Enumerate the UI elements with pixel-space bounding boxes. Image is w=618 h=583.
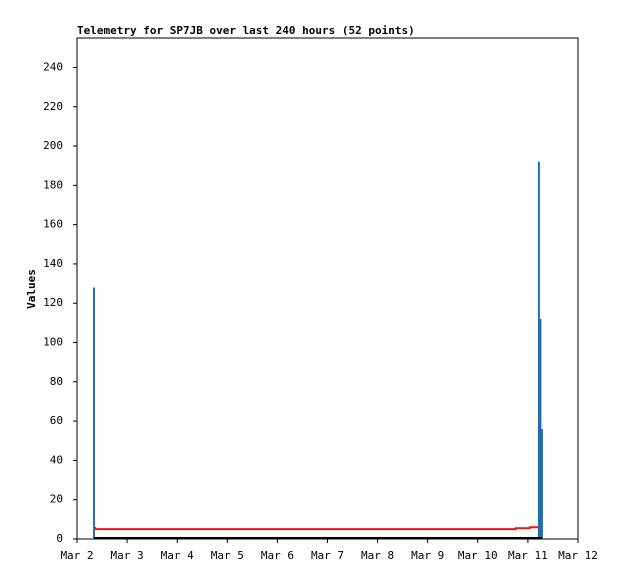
x-tick-label: Mar 10 xyxy=(458,549,498,562)
y-axis-label: Values xyxy=(25,269,38,309)
y-tick-label: 0 xyxy=(56,532,63,545)
y-tick-label: 140 xyxy=(43,257,63,270)
x-tick-label: Mar 7 xyxy=(311,549,344,562)
chart-title: Telemetry for SP7JB over last 240 hours … xyxy=(77,24,415,37)
x-tick-label: Mar 4 xyxy=(161,549,194,562)
y-tick-label: 60 xyxy=(50,414,63,427)
y-tick-label: 100 xyxy=(43,336,63,349)
x-tick-label: Mar 8 xyxy=(361,549,394,562)
y-tick-label: 200 xyxy=(43,139,63,152)
bar xyxy=(540,428,543,539)
y-tick-label: 220 xyxy=(43,100,63,113)
x-tick-label: Mar 12 xyxy=(558,549,598,562)
y-tick-label: 20 xyxy=(50,493,63,506)
y-tick-label: 120 xyxy=(43,296,63,309)
y-tick-label: 160 xyxy=(43,218,63,231)
bar xyxy=(539,318,542,539)
x-tick-label: Mar 9 xyxy=(411,549,444,562)
x-tick-label: Mar 6 xyxy=(261,549,294,562)
x-tick-label: Mar 3 xyxy=(111,549,144,562)
bar xyxy=(93,287,96,539)
x-tick-label: Mar 11 xyxy=(508,549,548,562)
y-tick-label: 40 xyxy=(50,453,63,466)
x-tick-label: Mar 5 xyxy=(211,549,244,562)
x-tick-label: Mar 2 xyxy=(60,549,93,562)
y-tick-label: 240 xyxy=(43,60,63,73)
bar xyxy=(537,161,540,539)
y-tick-label: 80 xyxy=(50,375,63,388)
line xyxy=(94,526,538,531)
y-tick-label: 180 xyxy=(43,178,63,191)
